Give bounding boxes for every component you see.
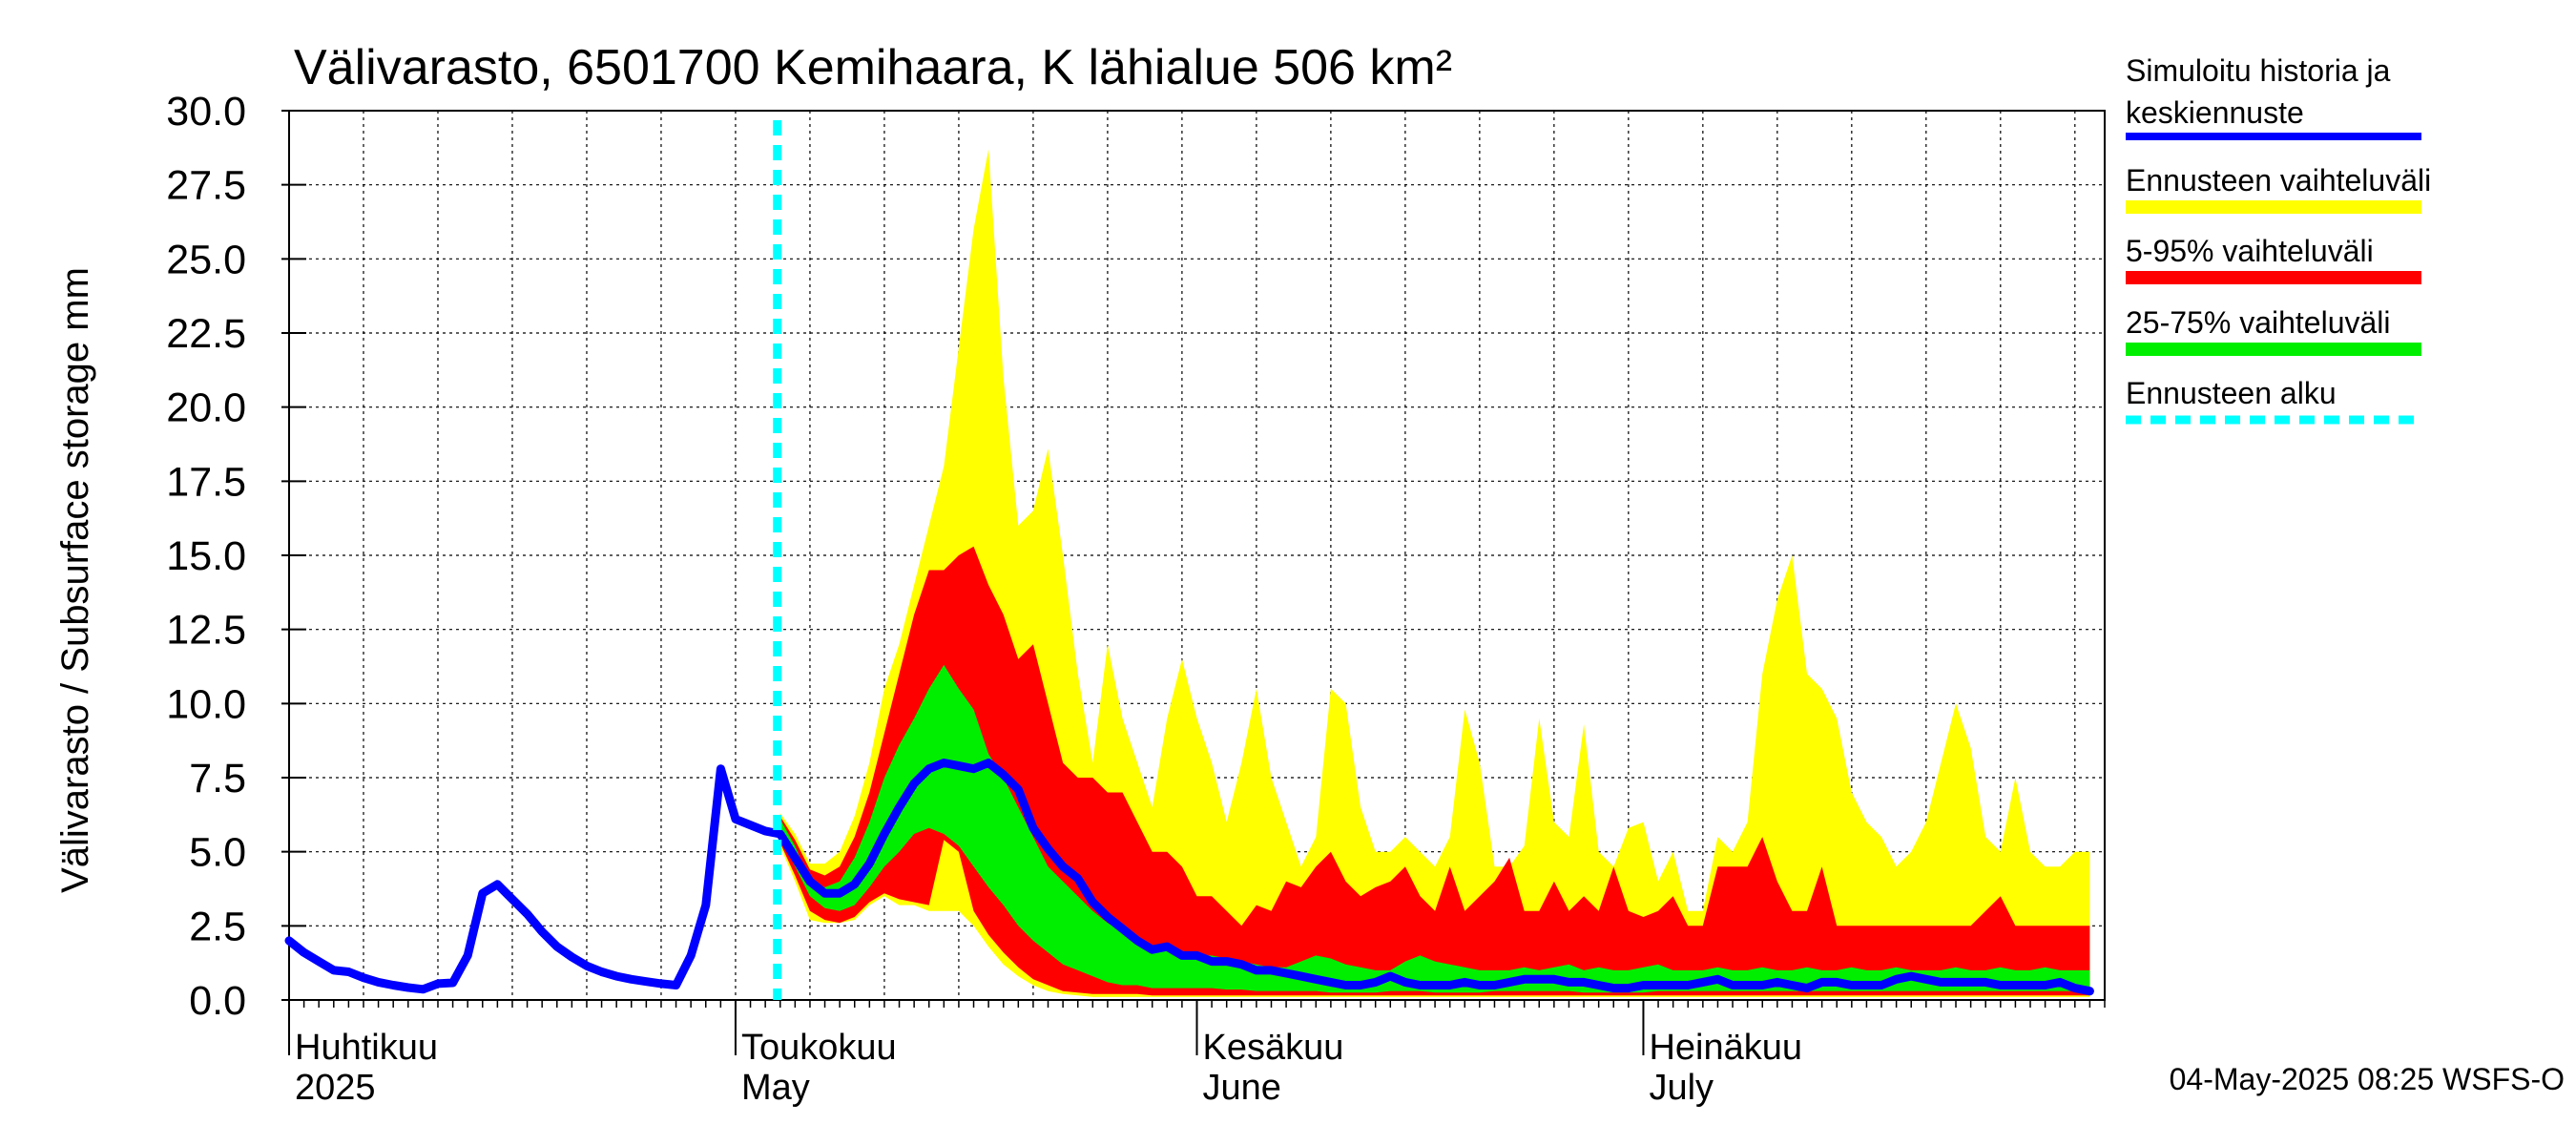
month-label: Toukokuu <box>741 1028 897 1068</box>
y-axis: 0.0 2.5 5.0 7.5 10.0 12.5 15.0 17.5 20.0 22.5 25.0… <box>166 89 306 1024</box>
month-label: Kesäkuu <box>1203 1028 1344 1068</box>
plot-area: 0.0 2.5 5.0 7.5 10.0 12.5 15.0 17.5 20.0 22.5 25.0… <box>166 89 2106 1108</box>
timestamp-footer: 04-May-2025 08:25 WSFS-O <box>2170 1062 2565 1096</box>
month-sublabel: July <box>1649 1068 1714 1108</box>
y-tick-label: 15.0 <box>166 533 246 579</box>
y-tick-label: 27.5 <box>166 163 246 209</box>
legend-label: Ennusteen vaihteluväli <box>2126 163 2431 198</box>
y-tick-label: 17.5 <box>166 459 246 505</box>
legend-label: keskiennuste <box>2126 95 2304 130</box>
y-tick-label: 25.0 <box>166 237 246 282</box>
band-forecast-range <box>779 149 2090 997</box>
y-tick-label: 10.0 <box>166 681 246 727</box>
y-tick-label: 22.5 <box>166 311 246 357</box>
y-tick-label: 0.0 <box>189 978 246 1024</box>
y-tick-label: 30.0 <box>166 89 246 135</box>
y-tick-label: 7.5 <box>189 756 246 802</box>
legend-label: Simuloitu historia ja <box>2126 53 2391 88</box>
y-tick-label: 20.0 <box>166 385 246 431</box>
series-history-median <box>284 759 2094 996</box>
y-tick-label: 12.5 <box>166 608 246 654</box>
month-label: Huhtikuu <box>295 1028 438 1068</box>
legend-label: 25-75% vaihteluväli <box>2126 305 2391 340</box>
y-tick-label: 2.5 <box>189 904 246 949</box>
legend-label: Ennusteen alku <box>2126 376 2337 410</box>
month-sublabel: June <box>1203 1068 1281 1108</box>
y-axis-label: Välivarasto / Subsurface storage mm <box>54 267 96 893</box>
month-label: Heinäkuu <box>1649 1028 1802 1068</box>
grid <box>289 111 2105 1000</box>
legend-label: 5-95% vaihteluväli <box>2126 234 2374 268</box>
month-sublabel: 2025 <box>295 1068 376 1108</box>
y-tick-label: 5.0 <box>189 830 246 876</box>
month-sublabel: May <box>741 1068 810 1108</box>
chart-title: Välivarasto, 6501700 Kemihaara, K lähial… <box>294 40 1452 95</box>
band-5-95 <box>779 546 2090 996</box>
legend: Simuloitu historia ja keskiennuste Ennuste… <box>2126 53 2431 425</box>
